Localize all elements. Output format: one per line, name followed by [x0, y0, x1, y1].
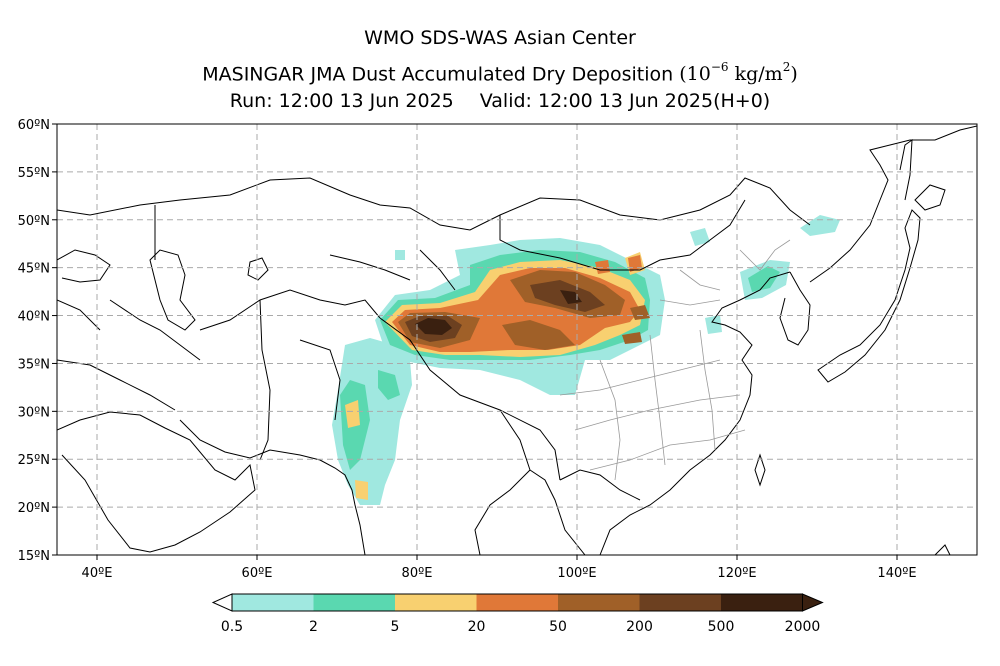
- coastline: [247, 257, 269, 281]
- coastline: [57, 249, 111, 283]
- colorbar: 0.5 2 5 20 50 200 500 2000: [211, 593, 824, 635]
- province-borders: [559, 239, 791, 481]
- dust-area-5: [355, 480, 368, 500]
- lat-tick-label: 50ºN: [18, 214, 50, 229]
- coastline: [754, 453, 766, 487]
- colorbar-swatch: [232, 594, 314, 611]
- coastline: [899, 138, 913, 201]
- dust-area-50: [502, 320, 575, 350]
- colorbar-swatch: [313, 594, 395, 611]
- coastline: [319, 459, 366, 555]
- country-border: [57, 359, 176, 411]
- dust-area-500: [415, 318, 452, 335]
- colorbar-level-label: 500: [708, 619, 735, 635]
- valid-time: Valid: 12:00 13 Jun 2025(H+0): [479, 90, 771, 112]
- coastline: [599, 271, 791, 555]
- country-border: [499, 409, 531, 471]
- main-title-text: MASINGAR JMA Dust Accumulated Dry Deposi…: [202, 63, 674, 86]
- map-frame: [56, 123, 978, 556]
- colorbar-swatch: [476, 594, 558, 611]
- colorbar-level-label: 2: [309, 619, 318, 635]
- country-border: [57, 177, 811, 231]
- colorbar-extend-low: [211, 593, 233, 612]
- dust-area-0_5: [705, 315, 722, 334]
- lat-tick-label: 35ºN: [18, 357, 50, 372]
- coastlines-borders: [57, 125, 977, 555]
- country-border: [379, 317, 561, 481]
- colorbar-level-label: 20: [468, 619, 486, 635]
- coastline: [179, 419, 321, 461]
- coastline: [529, 469, 586, 555]
- colorbar-swatch: [721, 594, 803, 611]
- lat-tick-label: 60ºN: [18, 118, 50, 133]
- country-border: [419, 249, 456, 291]
- colorbar-level-label: 5: [391, 619, 400, 635]
- colorbar-swatch: [558, 594, 640, 611]
- run-valid-line: Run: 12:00 13 Jun 2025 Valid: 12:00 13 Ju…: [0, 90, 1000, 112]
- lat-tick-label: 25ºN: [18, 453, 50, 468]
- country-border: [199, 289, 381, 331]
- dust-area-500: [560, 290, 582, 304]
- coastline: [809, 125, 977, 283]
- colorbar-level-label: 0.5: [221, 619, 243, 635]
- dust-area-50: [622, 332, 642, 344]
- lon-tick-label: 40ºE: [82, 566, 113, 581]
- country-border: [57, 299, 101, 331]
- coastline: [149, 249, 196, 331]
- coastline: [57, 411, 256, 553]
- lon-tick-label: 80ºE: [402, 566, 433, 581]
- dust-area-0_5: [800, 215, 840, 236]
- dust-area-50: [630, 305, 650, 320]
- country-border: [559, 469, 641, 501]
- coastline: [817, 209, 921, 383]
- country-border: [299, 339, 341, 421]
- colorbar-frame: [231, 593, 803, 612]
- lat-tick-label: 15ºN: [18, 549, 50, 564]
- lat-tick-label: 30ºN: [18, 405, 50, 420]
- country-border: [109, 299, 201, 361]
- colorbar-swatch: [395, 594, 477, 611]
- unit-label: (10−6 kg/m2): [679, 60, 798, 86]
- center-name: WMO SDS-WAS Asian Center: [364, 27, 636, 49]
- map-gridlines: [57, 124, 977, 555]
- coastline: [914, 184, 946, 211]
- lon-tick-label: 140ºE: [877, 566, 916, 581]
- dust-area-5: [345, 400, 360, 428]
- coastline: [779, 271, 811, 346]
- colorbar-extend-high: [802, 593, 824, 612]
- lat-tick-label: 20ºN: [18, 501, 50, 516]
- lat-tick-label: 45ºN: [18, 262, 50, 277]
- chart-center-title: WMO SDS-WAS Asian Center: [0, 27, 1000, 49]
- lon-tick-label: 120ºE: [717, 566, 756, 581]
- country-border: [259, 299, 271, 461]
- dust-deposition-shading: [332, 215, 840, 505]
- country-border: [499, 199, 746, 271]
- longitude-ticks: 40ºE 60ºE 80ºE 100ºE 120ºE 140ºE: [82, 555, 917, 581]
- country-border: [329, 254, 411, 281]
- lat-tick-label: 55ºN: [18, 166, 50, 181]
- lon-tick-label: 60ºE: [242, 566, 273, 581]
- dust-area-0_5: [690, 228, 710, 246]
- latitude-ticks: 15ºN 20ºN 25ºN 30ºN 35ºN 40ºN 45ºN 50ºN 55ºN 60ºN: [18, 118, 57, 564]
- dust-area-2: [378, 370, 400, 400]
- run-time: Run: 12:00 13 Jun 2025: [229, 90, 454, 112]
- colorbar-level-label: 50: [549, 619, 567, 635]
- coastline: [474, 469, 531, 555]
- chart-main-title: MASINGAR JMA Dust Accumulated Dry Deposi…: [0, 60, 1000, 86]
- coastline: [934, 544, 951, 555]
- dust-area-2: [748, 266, 780, 292]
- lat-tick-label: 40ºN: [18, 310, 50, 325]
- colorbar-level-label: 200: [626, 619, 653, 635]
- colorbar-swatch: [639, 594, 721, 611]
- dust-area-0_5: [395, 250, 405, 260]
- lon-tick-label: 100ºE: [557, 566, 596, 581]
- colorbar-level-label: 2000: [785, 619, 821, 635]
